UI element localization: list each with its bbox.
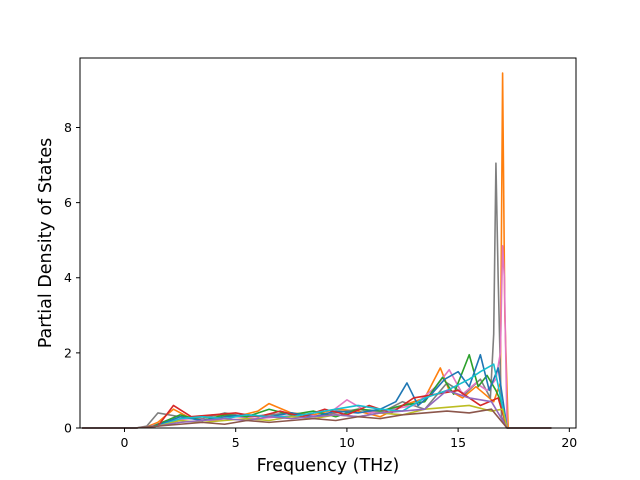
y-tick-label: 2 xyxy=(64,345,72,360)
series-line-8 xyxy=(82,389,552,429)
series-line-6 xyxy=(82,363,552,429)
y-tick-label: 6 xyxy=(64,195,72,210)
axes-frame xyxy=(79,57,577,429)
x-tick-label: 10 xyxy=(339,435,355,450)
y-tick-label: 8 xyxy=(64,120,72,135)
series-line-5 xyxy=(82,389,552,429)
x-axis-label: Frequency (THz) xyxy=(257,456,400,476)
y-axis-label: Partial Density of States xyxy=(36,138,56,349)
x-axis: 0 5 10 15 20 xyxy=(121,428,577,450)
y-axis: 0 2 4 6 8 xyxy=(64,120,80,436)
y-tick-label: 4 xyxy=(64,270,72,285)
x-tick-label: 0 xyxy=(121,435,129,450)
plot-area xyxy=(79,57,577,429)
y-tick-label: 0 xyxy=(64,421,72,436)
x-tick-label: 5 xyxy=(232,435,240,450)
series-line-9 xyxy=(82,408,552,429)
series-layer xyxy=(82,72,552,429)
x-tick-label: 20 xyxy=(561,435,577,450)
x-tick-label: 15 xyxy=(450,435,466,450)
